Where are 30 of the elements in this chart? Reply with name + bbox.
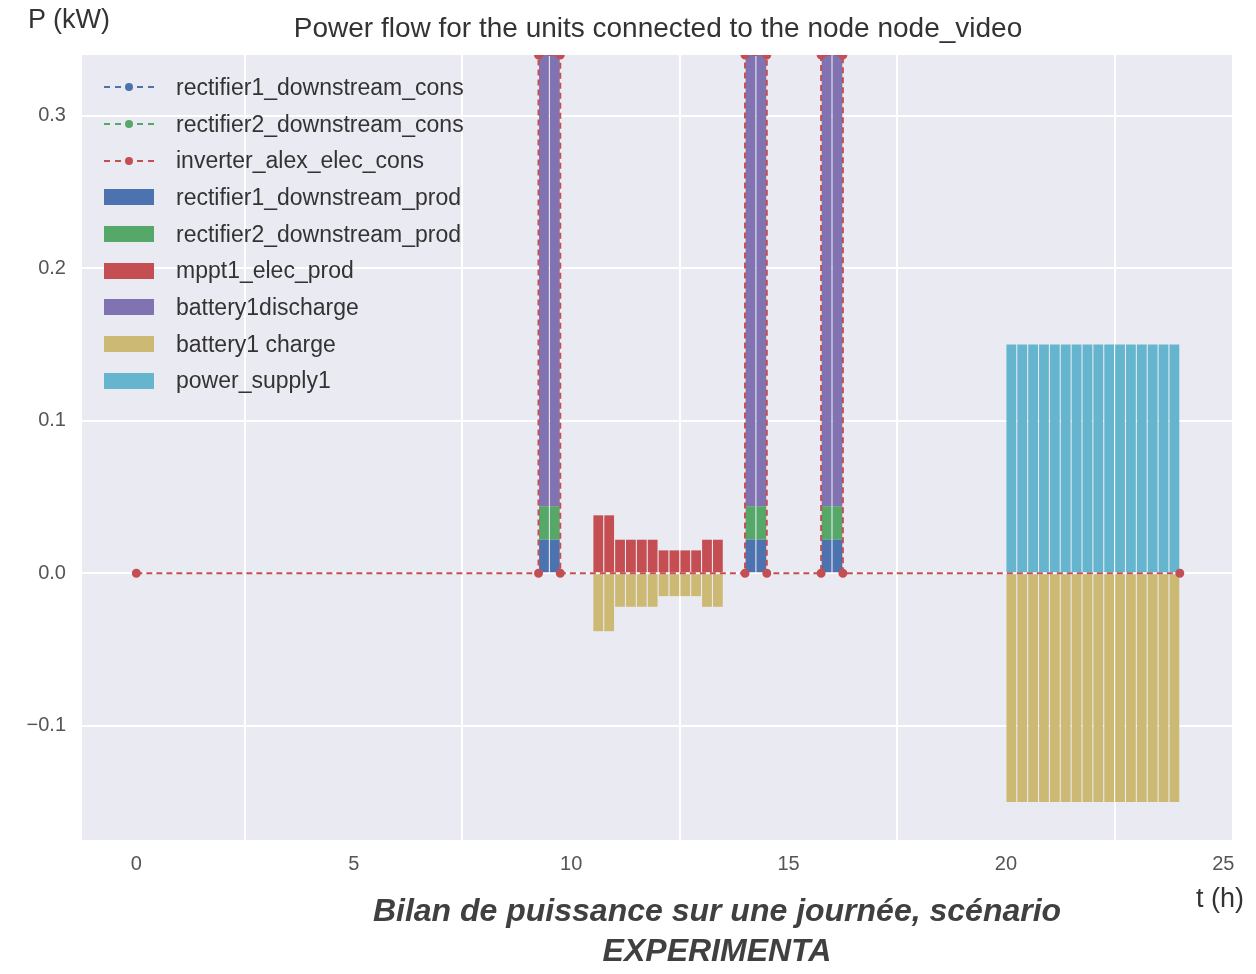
legend-label: inverter_alex_elec_cons [176,147,425,175]
y-axis-title: P (kW) [28,4,110,35]
y-tick-label: 0.3 [38,103,66,126]
bar [832,55,843,507]
legend-label: rectifier1_downstream_cons [176,73,464,101]
legend-label: power_supply1 [176,367,331,395]
y-tick-label: 0.1 [38,408,66,431]
y-tick-label: 0.2 [38,255,66,278]
y-tick-label: 0.0 [38,560,66,583]
x-tick-label: 25 [1212,851,1235,874]
x-tick-label: 5 [348,851,360,874]
legend-label: battery1discharge [176,293,359,321]
bar [1169,574,1180,802]
x-tick-label: 10 [560,851,583,874]
x-tick-label: 20 [994,851,1018,874]
chart-title: Power flow for the units connected to the node node_video [293,12,1023,43]
bar [832,506,843,540]
bar [1169,344,1180,573]
bar [821,55,832,507]
bar [821,506,832,540]
text: Bilan de puissance sur une journée, scénario EXPERIMENTA [371,891,1063,970]
legend-label: rectifier2_downstream_cons [176,110,464,138]
x-tick-label: 0 [130,851,142,874]
legend-label: mppt1_elec_prod [176,257,354,285]
x-tick-label: 15 [777,851,800,874]
legend-label: rectifier2_downstream_prod [176,220,462,248]
legend-label: battery1 charge [176,330,336,358]
x-axis-title: t (h) [1196,883,1245,914]
legend-label: rectifier1_downstream_prod [176,183,462,211]
y-tick-label: −0.1 [26,713,66,736]
